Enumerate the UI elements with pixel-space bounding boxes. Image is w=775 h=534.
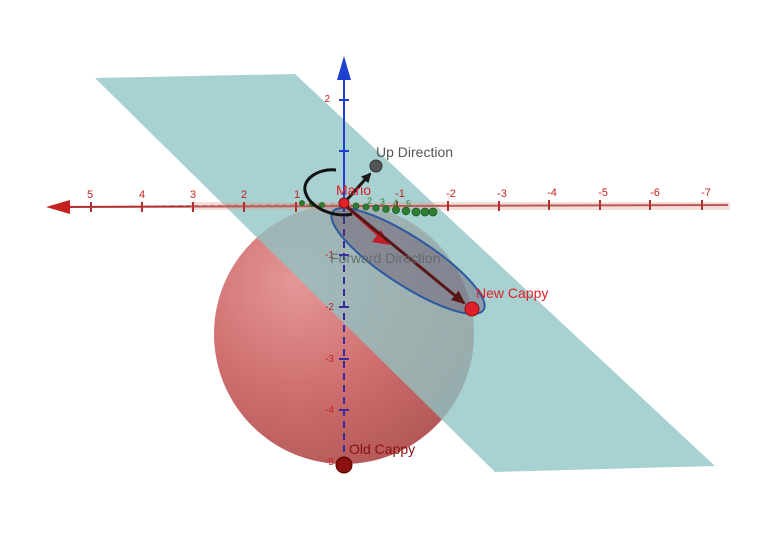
z-tick-label: -1	[325, 250, 334, 261]
z-tick-label: -5	[325, 457, 334, 468]
z-tick-label: 2	[324, 94, 330, 105]
old-cappy-point[interactable]	[335, 456, 353, 474]
x-tick-label: 2	[241, 189, 247, 201]
x-tick-label: -7	[701, 187, 711, 199]
x-tick-label: -5	[598, 187, 608, 199]
mario-label: Mario	[336, 182, 371, 198]
trail-point	[382, 205, 390, 213]
x-tick-label: -3	[497, 188, 507, 200]
z-tick-label: -3	[325, 354, 334, 365]
trail-point	[391, 205, 400, 214]
trail-point	[299, 200, 305, 206]
x-axis-arrowhead	[46, 200, 70, 214]
mario-to-new-cappy-vector[interactable]	[345, 204, 466, 305]
trail-label: 3	[380, 197, 385, 207]
trail-point	[401, 206, 411, 216]
trail-labels: 2 3 4 5	[367, 196, 411, 209]
rotation-arc	[303, 168, 353, 217]
trail-point	[362, 203, 370, 211]
trail-point	[352, 202, 360, 210]
up-direction-point[interactable]	[369, 159, 383, 173]
trail-label: 5	[406, 199, 411, 209]
plane[interactable]	[95, 74, 715, 472]
z-axis-arrowhead	[337, 56, 351, 80]
up-direction-vector[interactable]	[342, 172, 372, 205]
trail-label: 2	[367, 196, 372, 206]
x-tick-label: -1	[395, 188, 405, 200]
mario-point[interactable]	[338, 197, 350, 209]
x-tick-label: 5	[87, 189, 93, 201]
forward-direction-arrowhead	[372, 230, 390, 245]
trail-point	[411, 207, 421, 217]
x-tick-label: 4	[139, 189, 145, 201]
trail-point	[428, 207, 438, 217]
forward-direction-label: Forward Direction	[330, 250, 440, 266]
x-tick-label: -4	[547, 187, 557, 199]
trail-point	[420, 207, 430, 217]
x-tick-label: -6	[650, 187, 660, 199]
z-tick-label: -4	[325, 405, 334, 416]
trail-label: 4	[393, 198, 398, 208]
x-tick-label: 3	[190, 189, 196, 201]
up-direction-label: Up Direction	[376, 144, 453, 160]
new-cappy-label: New Cappy	[476, 285, 548, 301]
z-axis: 2 -1 -2 -3 -4 -5	[324, 56, 351, 468]
trail-point	[372, 204, 380, 212]
trail-point	[319, 202, 325, 208]
new-cappy-point[interactable]	[464, 301, 480, 317]
x-tick-label: 1	[294, 189, 300, 201]
z-tick-label: -2	[325, 302, 334, 313]
old-cappy-label: Old Cappy	[349, 441, 415, 457]
x-tick-label: -2	[446, 188, 456, 200]
